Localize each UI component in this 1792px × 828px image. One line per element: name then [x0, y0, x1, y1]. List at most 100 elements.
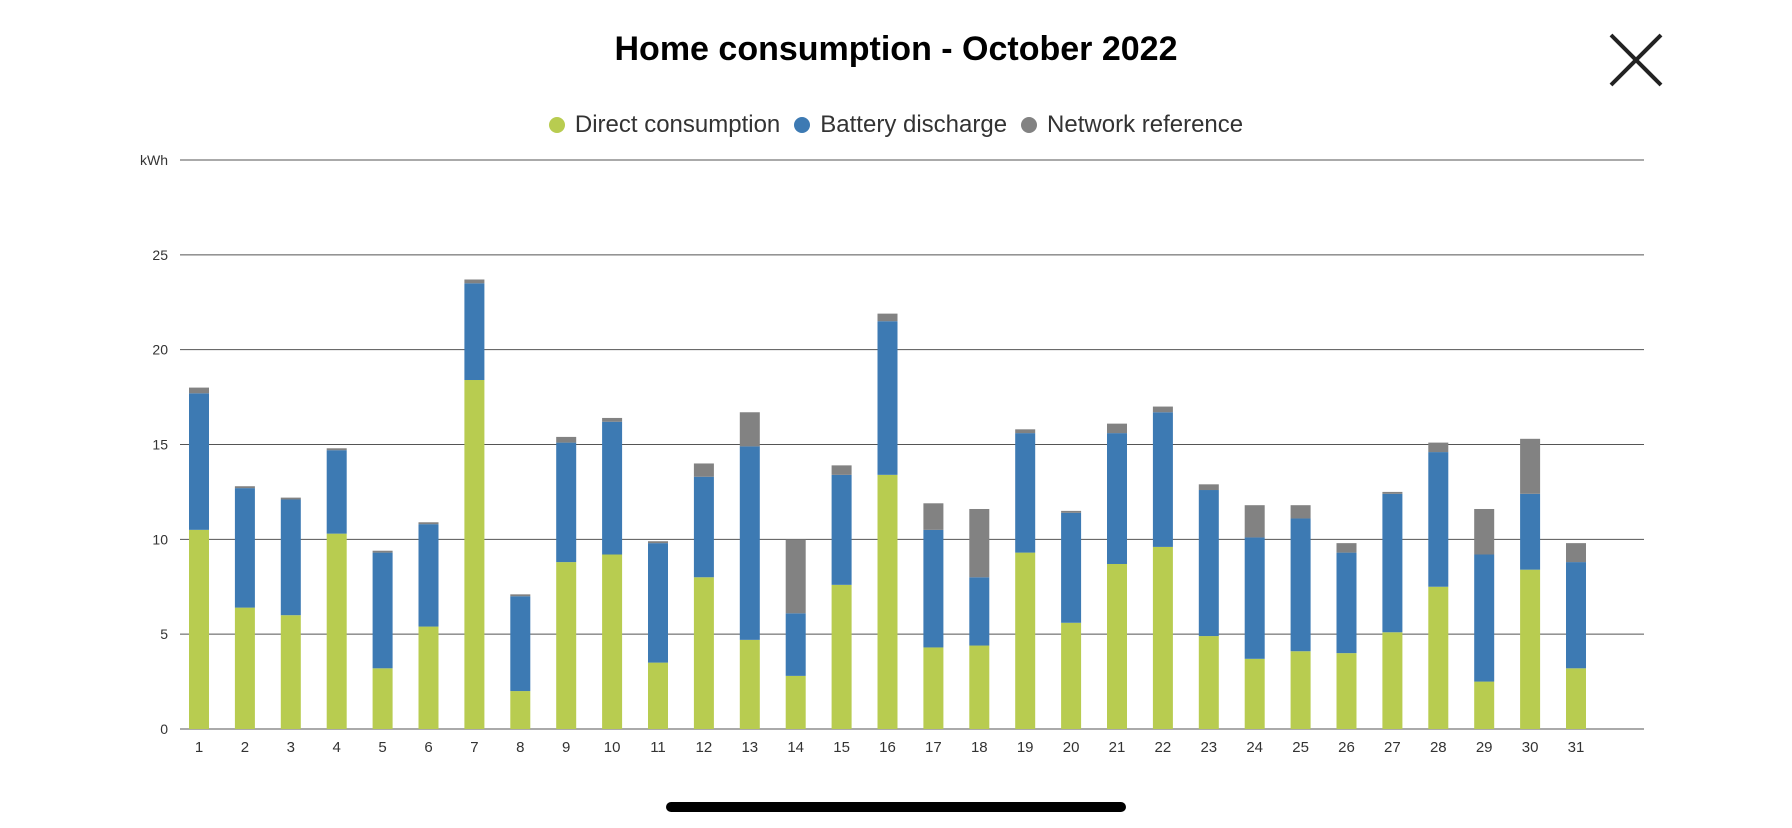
x-tick-label: 9	[562, 739, 570, 756]
x-tick-label: 29	[1476, 739, 1493, 756]
x-tick-label: 31	[1568, 739, 1585, 756]
bar-segment	[1474, 508, 1495, 555]
bar-segment	[280, 615, 301, 729]
bar-segment	[418, 522, 439, 525]
bar-segment	[189, 529, 209, 729]
bar-segment	[1290, 505, 1311, 519]
bar-segment	[1244, 505, 1265, 538]
bar-segment	[693, 476, 714, 578]
bar-segment	[280, 499, 301, 616]
bar-segment	[877, 313, 898, 322]
bar-segment	[923, 503, 944, 530]
bar-segment	[1015, 552, 1036, 729]
x-tick-label: 22	[1155, 739, 1172, 756]
legend-dot-network	[1021, 117, 1038, 133]
bar-segment	[785, 539, 806, 614]
x-tick-label: 16	[879, 739, 896, 756]
bar-segment	[1015, 433, 1036, 553]
bar-segment	[831, 474, 852, 585]
x-tick-label: 4	[333, 739, 341, 756]
bar-segment	[1152, 412, 1173, 547]
legend-label-direct: Direct consumption	[574, 111, 781, 138]
bar-segment	[1244, 537, 1265, 659]
bar-segment	[1336, 543, 1357, 553]
home-indicator	[666, 802, 1126, 812]
bar-segment	[602, 554, 623, 729]
bar-segment	[1107, 563, 1127, 729]
x-tick-label: 1	[195, 739, 203, 756]
x-tick-label: 11	[650, 739, 666, 756]
bar-segment	[602, 417, 623, 422]
legend-item-network[interactable]: Network reference	[1021, 111, 1243, 139]
bar-segment	[969, 645, 990, 729]
bar-segment	[1198, 484, 1219, 491]
bar-segment	[1015, 429, 1036, 434]
bar-segment	[739, 412, 760, 447]
bar-segment	[418, 626, 439, 729]
legend-item-direct[interactable]: Direct consumption	[548, 111, 781, 139]
x-tick-label: 21	[1109, 739, 1126, 756]
bar-segment	[1474, 681, 1495, 729]
bar-segment	[1244, 658, 1265, 729]
bar-segment	[1566, 543, 1586, 563]
y-axis-label: kWh	[140, 152, 168, 168]
legend-label-network: Network reference	[1047, 111, 1244, 138]
bar-segment	[1428, 452, 1449, 587]
bar-segment	[831, 584, 852, 729]
x-tick-label: 7	[470, 739, 478, 756]
x-tick-label: 19	[1017, 739, 1034, 756]
bar-segment	[280, 497, 301, 500]
bar-segment	[372, 552, 393, 669]
bar-segment	[1520, 569, 1541, 729]
bar-segment	[464, 283, 485, 381]
bar-segment	[739, 639, 760, 729]
close-icon	[1609, 33, 1663, 87]
bar-segment	[739, 446, 760, 640]
bar-segment	[510, 596, 531, 692]
bar-segment	[189, 393, 209, 530]
bar-segment	[1520, 493, 1541, 570]
bar-segment	[648, 543, 668, 663]
bar-segment	[556, 562, 577, 729]
y-tick-label: 5	[160, 626, 168, 642]
y-tick-label: 15	[152, 437, 168, 453]
x-tick-label: 6	[424, 739, 432, 756]
bar-segment	[1336, 552, 1357, 654]
x-tick-label: 18	[971, 739, 988, 756]
y-tick-label: 0	[160, 721, 168, 737]
chart-legend: Direct consumption Battery discharge Net…	[0, 111, 1792, 139]
x-tick-label: 12	[696, 739, 713, 756]
bar-segment	[1382, 491, 1403, 494]
legend-dot-battery	[794, 117, 811, 133]
bar-segment	[1428, 442, 1449, 453]
close-button[interactable]	[1606, 30, 1666, 90]
bar-segment	[1290, 651, 1311, 729]
bar-segment	[1107, 433, 1127, 564]
x-tick-label: 15	[833, 739, 850, 756]
bar-segment	[923, 647, 944, 729]
bar-segment	[1474, 554, 1495, 682]
x-tick-label: 25	[1292, 739, 1309, 756]
x-tick-label: 23	[1200, 739, 1217, 756]
bar-segment	[234, 488, 255, 608]
bar-segment	[510, 691, 531, 729]
bar-segment	[418, 524, 439, 627]
bar-segment	[326, 533, 347, 729]
x-tick-label: 2	[241, 739, 249, 756]
bar-segment	[602, 421, 623, 555]
x-tick-label: 14	[787, 739, 804, 756]
y-tick-label: 10	[152, 531, 168, 547]
bar-segment	[1566, 668, 1586, 729]
x-tick-label: 27	[1384, 739, 1401, 756]
bar-segment	[1107, 423, 1127, 434]
legend-item-battery[interactable]: Battery discharge	[794, 111, 1007, 139]
x-tick-label: 10	[604, 739, 621, 756]
x-tick-label: 20	[1063, 739, 1080, 756]
y-tick-label: 20	[152, 342, 168, 358]
bar-segment	[234, 486, 255, 489]
x-tick-label: 28	[1430, 739, 1447, 756]
bar-segment	[556, 442, 577, 563]
bar-segment	[693, 577, 714, 729]
legend-dot-direct	[548, 117, 565, 133]
